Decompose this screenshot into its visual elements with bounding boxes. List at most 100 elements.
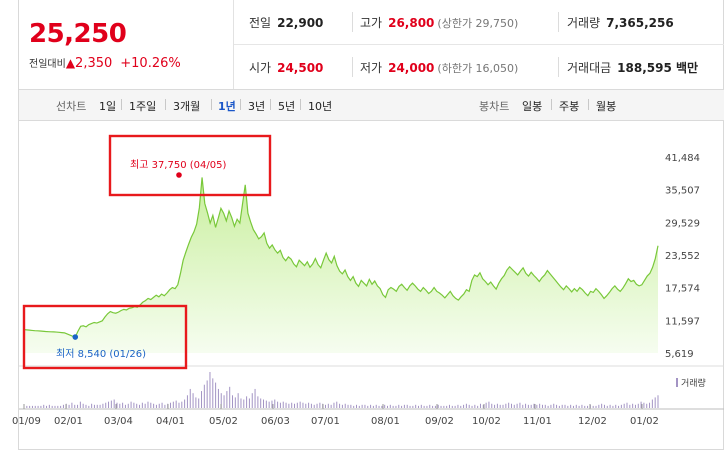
volume-bar — [581, 404, 583, 408]
divider — [352, 57, 353, 77]
volume-bar — [629, 404, 631, 408]
volume-bar — [426, 405, 428, 408]
volume-value: 7,365,256 — [606, 16, 674, 30]
change-value: 2,350 — [75, 56, 113, 71]
volume-bar — [124, 404, 126, 408]
volume-bar — [313, 404, 315, 408]
tab-1d[interactable]: 1일 — [99, 100, 117, 113]
x-tick-label: 09/02 — [425, 416, 454, 427]
volume-bar — [130, 401, 132, 408]
volume-bar — [536, 404, 538, 408]
volume-bar — [299, 401, 301, 408]
tab-1y[interactable]: 1년 — [218, 100, 236, 113]
volume-bar — [71, 402, 73, 408]
open-value: 24,500 — [277, 61, 324, 75]
y-tick-label: 29,529 — [665, 218, 700, 229]
volume-bar — [181, 401, 183, 408]
volume-bar — [587, 405, 589, 408]
volume-bar — [434, 405, 436, 408]
high-cell: 고가 26,800 (상한가 29,750) — [360, 14, 518, 31]
line-chart-label: 선차트 — [56, 100, 87, 113]
volume-bar — [592, 405, 594, 408]
volume-bar — [198, 398, 200, 408]
info-row-2: 시가 24,500 저가 24,000 (하한가 16,050) 거래대금 188,59… — [234, 45, 724, 89]
volume-bar — [372, 405, 374, 408]
volume-bar — [265, 400, 267, 408]
volume-bar — [522, 404, 524, 408]
volume-bar — [206, 380, 208, 408]
volume-bar — [305, 403, 307, 408]
volume-bar — [158, 403, 160, 408]
volume-bar — [358, 405, 360, 408]
volume-bar — [578, 405, 580, 408]
y-tick-label: 11,597 — [665, 316, 700, 327]
volume-bar — [510, 403, 512, 408]
price-area — [24, 177, 658, 353]
tab-1w[interactable]: 1주일 — [129, 100, 157, 113]
volume-bar — [240, 398, 242, 408]
volume-bar — [570, 404, 572, 408]
tab-weekly-candle[interactable]: 주봉 — [559, 100, 580, 113]
volume-bar — [60, 405, 62, 408]
volume-bar — [482, 404, 484, 408]
volume-bar — [77, 404, 79, 408]
volume-bar — [347, 404, 349, 408]
x-tick-label: 02/01 — [54, 416, 83, 427]
volume-bar — [201, 391, 203, 408]
volume-bar — [370, 404, 372, 408]
volume-bar — [601, 403, 603, 408]
volume-bar — [618, 405, 620, 408]
volume-bar — [356, 404, 357, 408]
y-tick-label: 17,574 — [665, 284, 700, 295]
volume-bar — [178, 402, 180, 408]
volume-bar — [294, 403, 296, 408]
volume-bar — [564, 404, 566, 408]
volume-bar — [141, 402, 143, 408]
volume-bar — [96, 404, 98, 408]
high-annotation: 최고 37,750 (04/05) — [130, 159, 226, 171]
volume-bar — [386, 405, 388, 408]
x-tick-label: 01/09 — [12, 416, 41, 427]
lower-limit: (하한가 16,050) — [437, 62, 519, 75]
volume-bar — [91, 403, 93, 408]
volume-bar — [122, 402, 124, 408]
tab-10y[interactable]: 10년 — [308, 100, 333, 113]
low-marker — [72, 334, 79, 340]
chart-tab-bar: 선차트 1일 1주일 3개월 1년 3년 5년 10년 봉차트 일봉 주봉 월봉 — [19, 89, 724, 121]
volume-bar — [508, 402, 510, 408]
volume-bar — [57, 405, 59, 408]
volume-bar — [62, 404, 64, 408]
volume-bar — [319, 402, 321, 408]
low-highlight-box — [22, 304, 188, 370]
tab-5y[interactable]: 5년 — [278, 100, 296, 113]
tab-monthly-candle[interactable]: 월봉 — [596, 100, 617, 113]
volume-bar — [415, 404, 417, 408]
volume-bar — [401, 405, 403, 408]
volume-bar — [282, 401, 284, 408]
volume-bar — [595, 405, 597, 408]
volume-bar — [389, 404, 391, 408]
volume-bar — [443, 405, 445, 408]
volume-bar — [654, 397, 656, 408]
volume-bar — [232, 395, 234, 408]
volume-bar — [85, 404, 87, 408]
volume-bar — [215, 382, 217, 408]
volume-bar — [40, 405, 42, 408]
volume-bar — [623, 403, 625, 408]
tab-daily-candle[interactable]: 일봉 — [522, 100, 543, 113]
volume-bar — [339, 403, 341, 408]
volume-bar — [395, 405, 397, 408]
volume-bar — [186, 395, 188, 408]
volume-bar — [634, 404, 636, 408]
prev-close-cell: 전일 22,900 — [249, 14, 323, 31]
volume-bar — [113, 399, 115, 408]
volume-bar — [494, 404, 496, 408]
upper-limit: (상한가 29,750) — [437, 17, 519, 30]
volume-bar — [161, 402, 163, 408]
tab-3y[interactable]: 3년 — [248, 100, 266, 113]
volume-bar — [29, 405, 31, 408]
volume-bar — [26, 405, 28, 408]
tab-3m[interactable]: 3개월 — [173, 100, 201, 113]
low-cell: 저가 24,000 (하한가 16,050) — [360, 59, 518, 76]
volume-bar — [243, 399, 245, 408]
